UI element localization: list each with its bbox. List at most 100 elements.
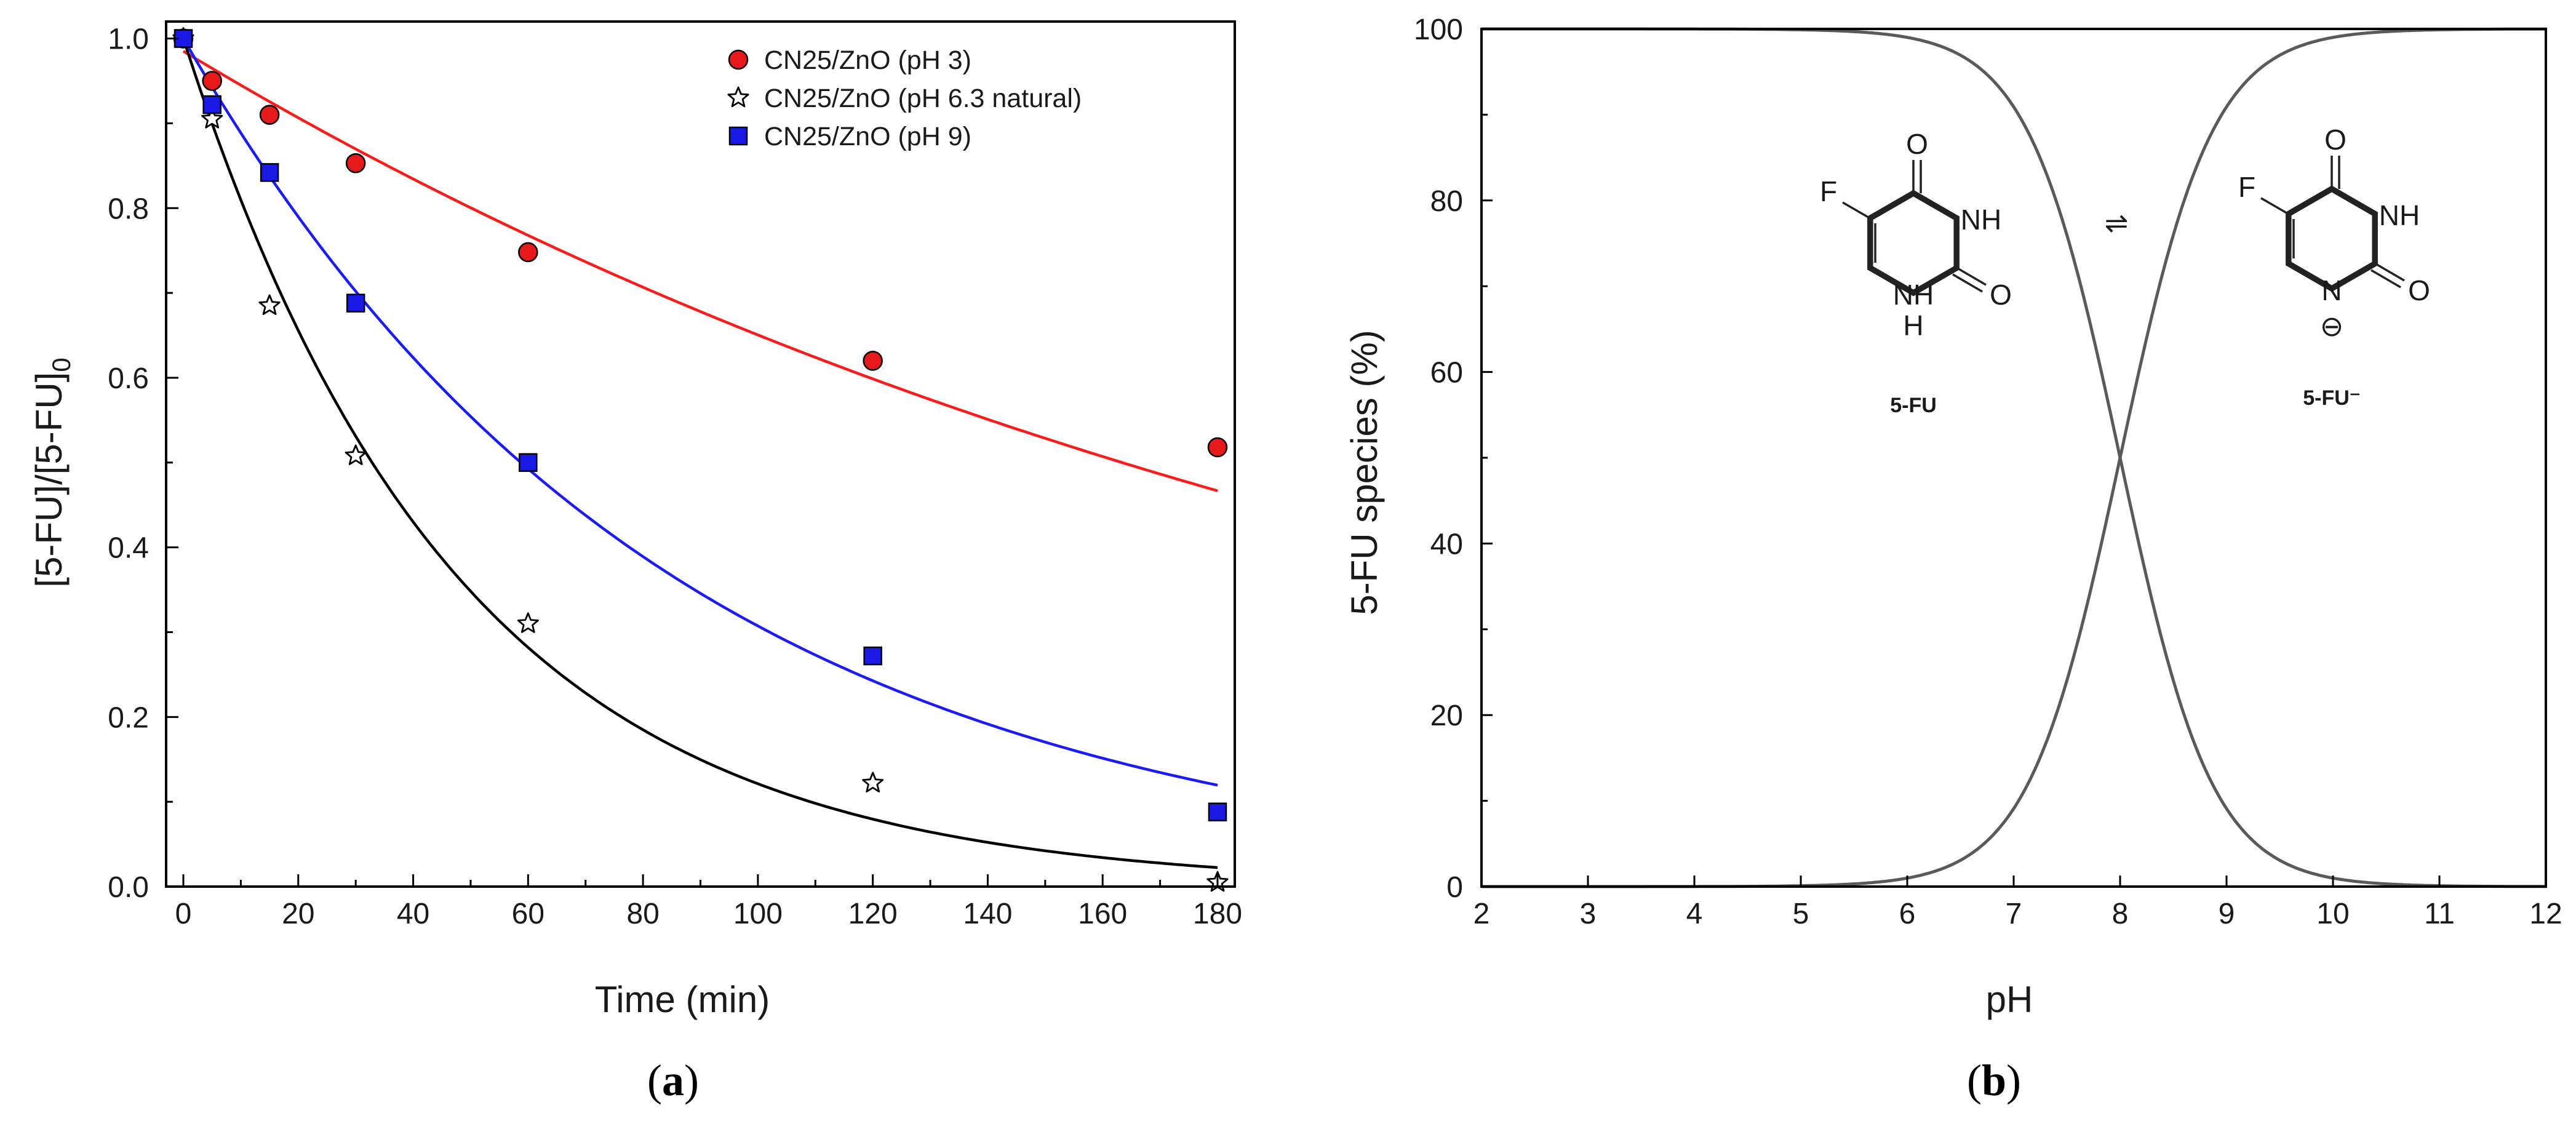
data-point-ph3 [518,242,538,263]
data-point-ph9 [346,293,365,313]
panel-b-caption: (b) [1967,1056,2021,1105]
panel-a: 0 20 40 60 80 100 120 140 160 180 0.0 0.2 0.4 0.6 0.8… [28,20,1242,1105]
legend-marker-ph3 [728,49,749,70]
atom-f-anion: F [2238,171,2255,203]
data-point-ph63 [201,108,223,129]
panel-b-y-ticks: 0 20 40 60 80 100 [1414,14,1493,904]
panel-a-x-tick-label: 120 [848,898,898,930]
panel-a-x-ticks: 0 20 40 60 80 100 120 140 160 180 [175,874,1242,930]
panel-a-y-ticks: 0.0 0.2 0.4 0.6 0.8 1.0 [108,23,178,904]
panel-b-x-axis-label: pH [1986,979,2033,1020]
panel-b-x-tick-label: 11 [2424,898,2455,930]
panel-a-y-tick-label: 1.0 [108,23,149,56]
panel-b-x-tick-label: 8 [2112,898,2129,930]
species-curve-neutral [1481,27,2546,888]
series-ph3 [173,28,1228,458]
species-curve-anion [1481,27,2546,888]
panel-a-x-tick-label: 20 [282,898,314,930]
data-point-ph3 [259,105,280,125]
data-point-ph63 [258,294,281,315]
data-point-ph63 [345,444,367,465]
panel-a-plot-area [172,27,1229,892]
panel-b-x-tick-label: 10 [2316,898,2349,930]
atom-nh-top-neutral: NH [1961,204,2001,236]
equilibrium-arrows: ⇌ [2105,207,2129,239]
panel-a-x-tick-label: 80 [626,898,659,930]
panel-b-x-tick-label: 9 [2219,898,2235,930]
panel-a-x-tick-label: 140 [963,898,1012,930]
data-point-ph9 [202,95,221,114]
atom-f-neutral: F [1820,175,1837,207]
panel-b-x-tick-label: 5 [1793,898,1809,930]
panel-b-y-tick-label: 80 [1430,185,1463,218]
panel-a-y-axis-label: [5-FU]/[5-FU]0 [28,357,76,587]
panel-a-frame [165,20,1236,888]
data-point-ph3 [863,351,883,371]
panel-b-x-tick-label: 4 [1686,898,1703,930]
panel-a-x-axis-label: Time (min) [595,979,770,1020]
legend-marker-ph63 [727,86,749,108]
panel-b-x-tick-label: 12 [2529,898,2562,930]
data-point-ph9 [863,646,882,666]
legend-label-ph9: CN25/ZnO (pH 9) [764,122,971,151]
panel-a-legend: CN25/ZnO (pH 3) CN25/ZnO (pH 6.3 natural)… [727,46,1082,151]
panel-b-plot-area [1481,27,2546,888]
data-point-ph63 [517,612,539,633]
panel-b-caption-letter: b [1982,1056,2006,1105]
data-point-ph63 [862,772,884,792]
atom-h-bottom-neutral: H [1903,309,1923,341]
panel-b-y-tick-label: 0 [1446,871,1463,904]
atom-nh-bottom-neutral: NH [1893,279,1934,311]
legend-label-ph63: CN25/ZnO (pH 6.3 natural) [764,84,1082,113]
structure-5fu-neutral: O O F NH NH H 5-FU [1820,128,2012,417]
data-point-ph9 [519,453,538,473]
panel-a-y-tick-label: 0.4 [108,532,149,565]
panel-b-x-ticks: 2 3 4 5 6 7 8 9 10 11 12 [1473,876,2562,930]
panel-b-y-axis-label: 5-FU species (%) [1344,330,1385,615]
atom-o-top-neutral: O [1906,128,1928,160]
panel-b-x-tick-label: 3 [1580,898,1597,930]
label-5fu-anion: 5-FU⁻ [2303,386,2361,410]
series-ph9 [173,29,1227,821]
panel-a-x-tick-label: 180 [1193,898,1242,930]
panel-a-x-tick-label: 40 [397,898,429,930]
panel-b-x-tick-label: 6 [1899,898,1916,930]
panel-b-x-tick-label: 7 [2006,898,2022,930]
panel-a-x-tick-label: 160 [1078,898,1127,930]
atom-n-bottom-anion: N [2321,274,2342,306]
panel-b-y-tick-label: 60 [1430,357,1463,389]
panel-a-caption: (a) [647,1056,699,1105]
fit-curve-ph63 [181,38,1218,869]
data-point-ph9 [1208,802,1227,821]
panel-a-y-axis-label-main: [5-FU]/[5-FU] [28,372,70,588]
panel-b: 2 3 4 5 6 7 8 9 10 11 12 0 20 40 60 80 100 pH 5-FU spec… [1344,14,2562,1105]
data-point-ph9 [260,163,279,182]
panel-b-y-tick-label: 20 [1430,700,1463,732]
label-5fu-neutral: 5-FU [1890,394,1937,417]
panel-a-y-axis-label-sub: 0 [47,357,76,372]
charge-minus-anion: ⊖ [2320,310,2344,342]
fit-curve-ph3 [182,50,1218,492]
panel-a-x-tick-label: 100 [733,898,783,930]
data-point-ph3 [1207,437,1228,458]
panel-a-y-tick-label: 0.2 [108,701,149,734]
panel-a-y-tick-label: 0.8 [108,193,149,225]
panel-a-caption-letter: a [662,1056,684,1105]
atom-nh-top-anion: NH [2379,199,2420,231]
panel-b-y-tick-label: 100 [1414,14,1463,46]
panel-b-frame [1480,28,2547,888]
data-point-ph3 [202,71,222,91]
fit-curve-ph9 [182,38,1218,787]
panel-a-y-tick-label: 0.0 [108,871,149,904]
panel-b-x-tick-label: 2 [1473,898,1490,930]
atom-o-top-anion: O [2324,124,2347,156]
atom-o-right-neutral: O [1990,279,2012,311]
data-point-ph3 [345,153,366,174]
panel-b-y-tick-label: 40 [1430,528,1463,560]
legend-label-ph3: CN25/ZnO (pH 3) [764,46,971,75]
series-ph63 [172,27,1229,892]
panel-a-x-tick-label: 60 [512,898,544,930]
panel-a-x-tick-label: 0 [175,898,192,930]
atom-o-right-anion: O [2408,274,2430,306]
